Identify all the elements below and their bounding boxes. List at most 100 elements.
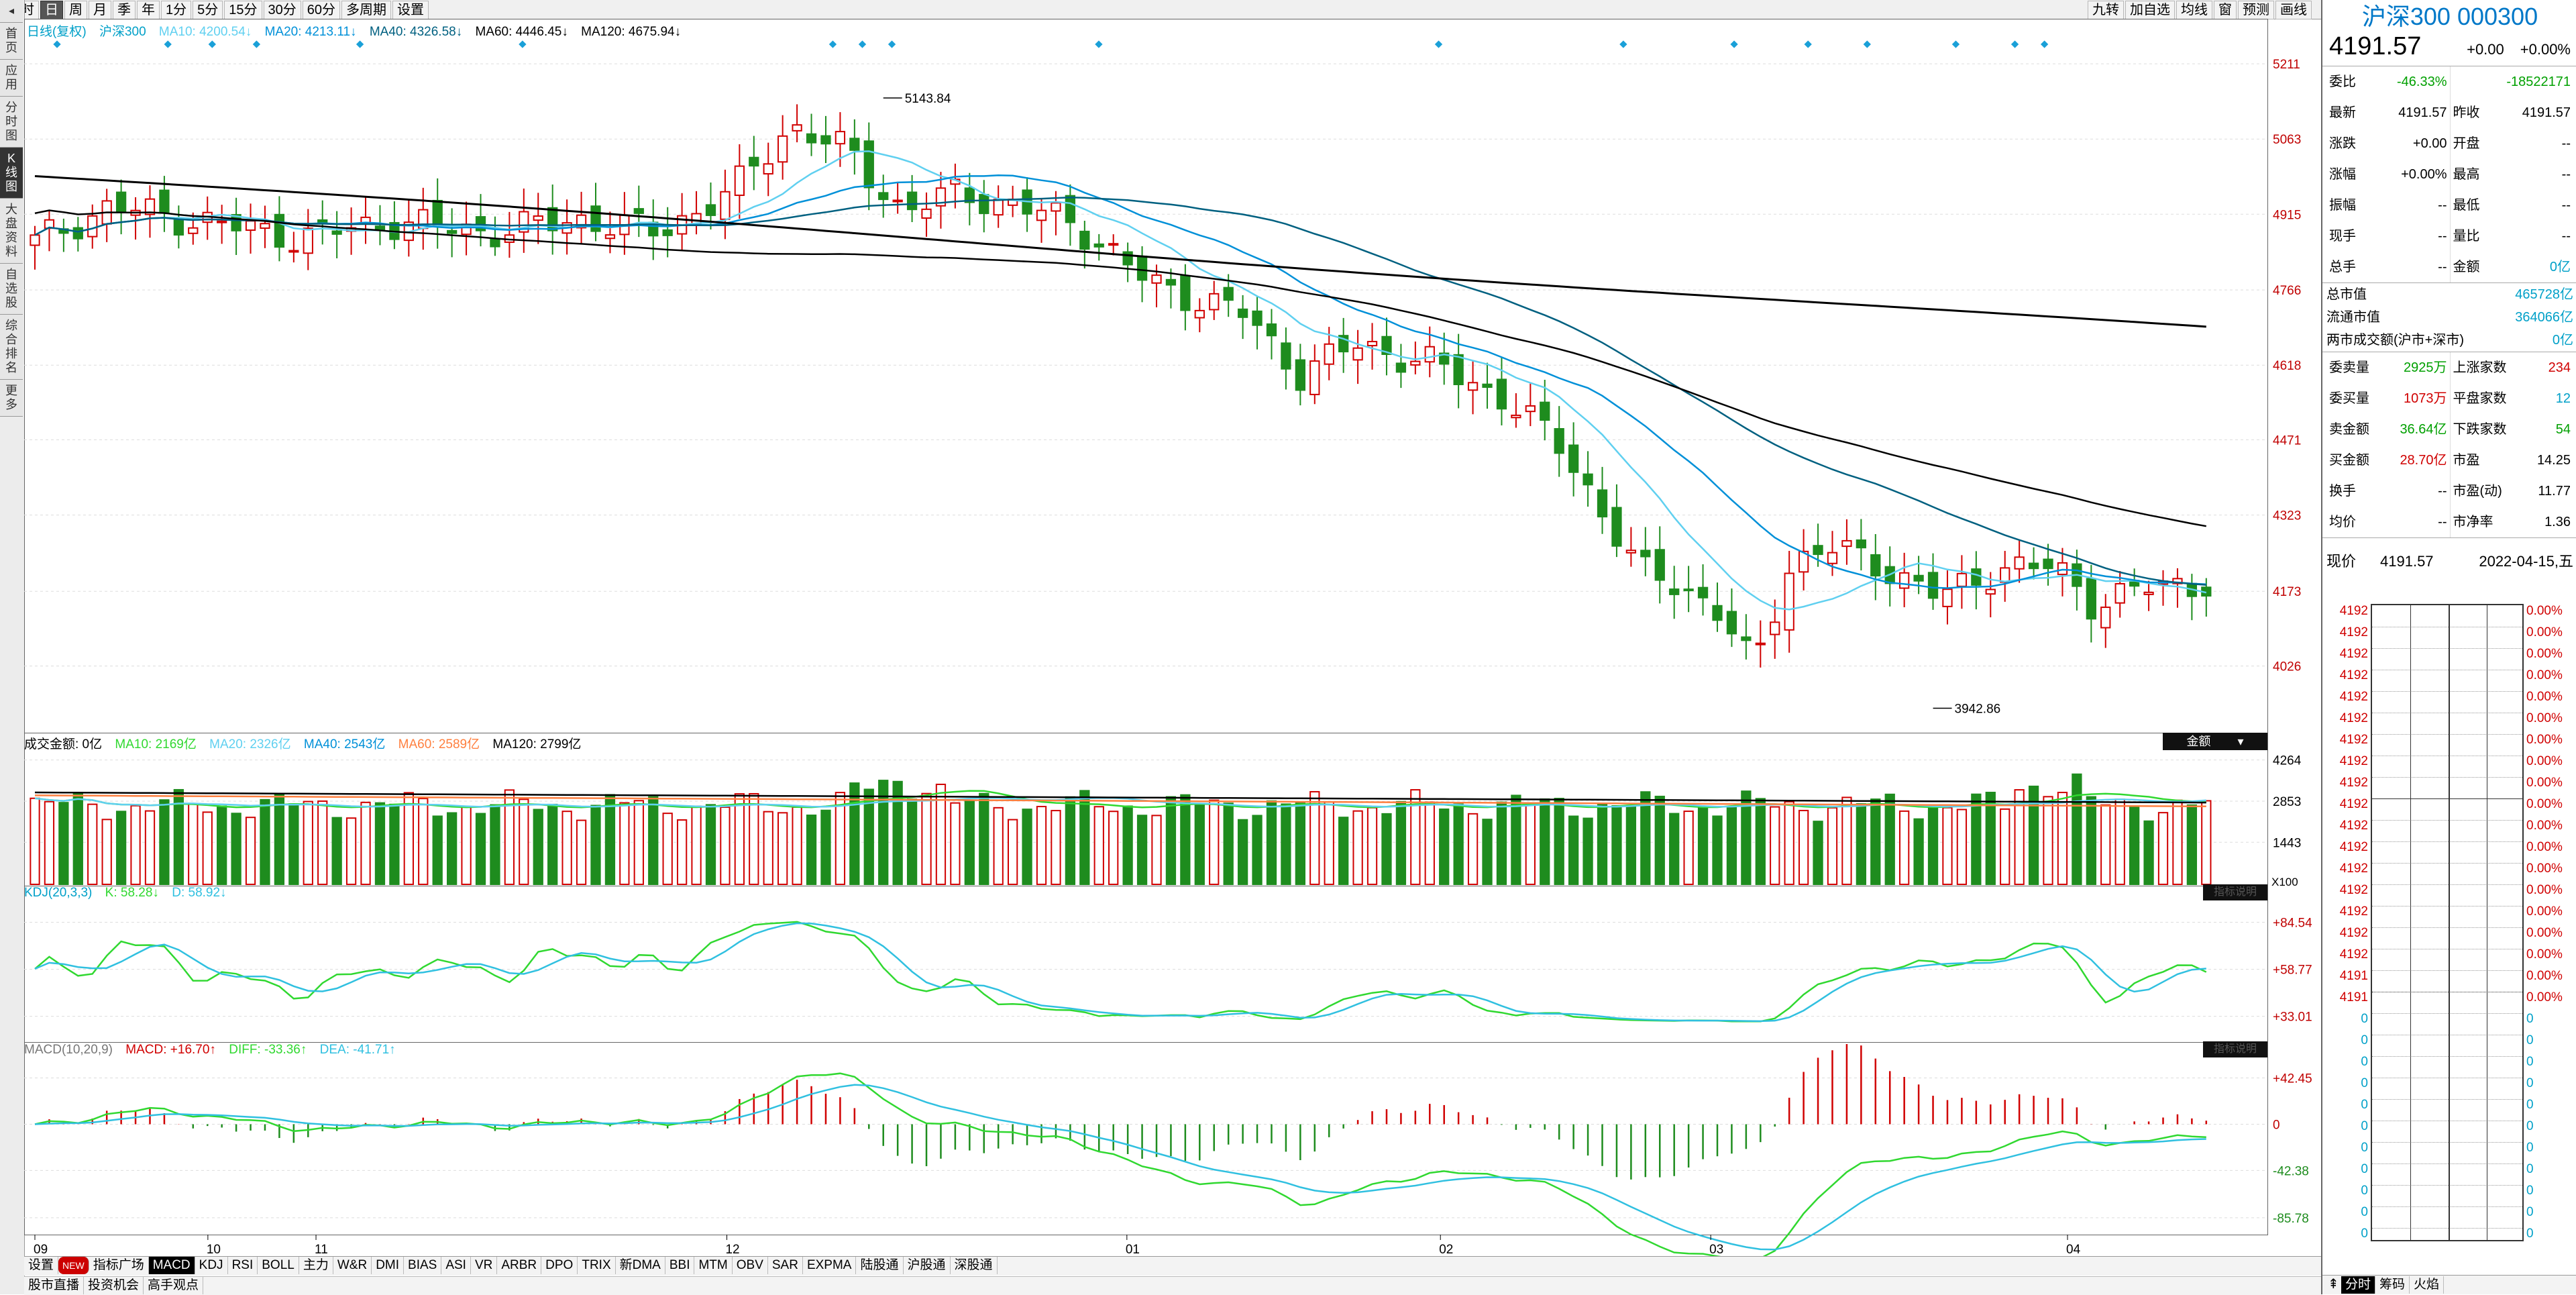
mini-right-label: 0 bbox=[2526, 1184, 2534, 1198]
volume-bar bbox=[504, 789, 515, 885]
indicator-tab-18[interactable]: MTM bbox=[694, 1257, 733, 1274]
status-tab-0[interactable]: 股市直播 bbox=[24, 1277, 85, 1294]
left-nav-item-7[interactable]: 更多 bbox=[0, 380, 23, 417]
side-tab-0[interactable]: 分时 bbox=[2341, 1276, 2376, 1294]
time-axis-label: 11 bbox=[315, 1243, 328, 1257]
volume-bar bbox=[2100, 804, 2111, 886]
candle-body bbox=[2100, 607, 2111, 629]
period-button-12[interactable]: 设置 bbox=[392, 1, 429, 19]
event-marker-icon[interactable] bbox=[2040, 40, 2049, 48]
indicator-tab-5[interactable]: RSI bbox=[228, 1257, 258, 1274]
left-nav-item-4[interactable]: 大盘资料 bbox=[0, 199, 23, 264]
indicator-tab-11[interactable]: ASI bbox=[441, 1257, 471, 1274]
event-marker-icon[interactable] bbox=[1951, 40, 1960, 48]
period-button-6[interactable]: 1分 bbox=[161, 1, 192, 19]
period-button-10[interactable]: 60分 bbox=[302, 1, 340, 19]
event-marker-icon[interactable] bbox=[1095, 40, 1103, 48]
side-tab-2[interactable]: 火焰 bbox=[2410, 1276, 2445, 1294]
period-button-9[interactable]: 30分 bbox=[263, 1, 301, 19]
quote-label: 市净率 bbox=[2453, 515, 2493, 529]
indicator-tab-2[interactable]: 指标广场 bbox=[89, 1257, 149, 1274]
macd-help-button[interactable]: 指标说明 bbox=[2203, 1041, 2267, 1057]
indicator-tab-12[interactable]: VR bbox=[471, 1257, 498, 1274]
tool-button-5[interactable]: 画线 bbox=[2275, 1, 2312, 19]
event-marker-icon[interactable] bbox=[858, 40, 867, 48]
event-marker-icon[interactable] bbox=[2010, 40, 2019, 48]
event-marker-icon[interactable] bbox=[828, 40, 837, 48]
period-button-11[interactable]: 多周期 bbox=[341, 1, 391, 19]
period-button-4[interactable]: 季 bbox=[113, 1, 136, 19]
volume-bar bbox=[1194, 804, 1205, 885]
tool-button-0[interactable]: 九转 bbox=[2088, 1, 2124, 19]
expand-arrow-icon[interactable]: ◂ bbox=[0, 0, 23, 23]
quote-value: +0.00 bbox=[2412, 136, 2447, 151]
indicator-tab-14[interactable]: DPO bbox=[541, 1257, 578, 1274]
indicator-tab-21[interactable]: EXPMA bbox=[803, 1257, 857, 1274]
side-tab-1[interactable]: 筹码 bbox=[2375, 1276, 2410, 1294]
period-button-8[interactable]: 15分 bbox=[224, 1, 262, 19]
period-button-1[interactable]: 日 bbox=[40, 1, 63, 19]
indicator-tab-23[interactable]: 沪股通 bbox=[904, 1257, 951, 1274]
indicator-tab-9[interactable]: DMI bbox=[372, 1257, 405, 1274]
volume-type-dropdown[interactable]: 金额 ▾ bbox=[2163, 733, 2267, 750]
event-marker-icon[interactable] bbox=[208, 40, 216, 48]
pin-icon[interactable]: ⇞ bbox=[2328, 1277, 2339, 1292]
kline-chart[interactable]: 5211 5063 4915 4766 4618 4471 4323 4173 4026 5143… bbox=[24, 19, 2321, 1268]
event-marker-icon[interactable] bbox=[1434, 40, 1443, 48]
status-tab-2[interactable]: 高手观点 bbox=[144, 1277, 204, 1294]
ma20-line bbox=[34, 174, 2206, 589]
left-nav-item-2[interactable]: 分时图 bbox=[0, 97, 23, 148]
event-marker-icon[interactable] bbox=[356, 40, 364, 48]
candle-body bbox=[1554, 428, 1564, 454]
indicator-tab-24[interactable]: 深股通 bbox=[951, 1257, 998, 1274]
status-tab-1[interactable]: 投资机会 bbox=[84, 1277, 144, 1294]
indicator-tab-17[interactable]: BBI bbox=[665, 1257, 695, 1274]
left-nav-item-5[interactable]: 自选股 bbox=[0, 264, 23, 315]
legend-ma10: MA10: 4200.54↓ bbox=[158, 25, 252, 39]
period-button-2[interactable]: 周 bbox=[64, 1, 87, 19]
volume-bar bbox=[892, 780, 903, 885]
event-marker-icon[interactable] bbox=[1730, 40, 1738, 48]
indicator-tab-22[interactable]: 陆股通 bbox=[856, 1257, 904, 1274]
mini-right-label: 0 bbox=[2526, 1227, 2534, 1241]
indicator-tab-20[interactable]: SAR bbox=[768, 1257, 803, 1274]
quote-label: 委比 bbox=[2329, 74, 2356, 89]
indicator-tab-3[interactable]: MACD bbox=[148, 1257, 195, 1274]
indicator-tab-6[interactable]: BOLL bbox=[258, 1257, 299, 1274]
tool-button-4[interactable]: 预测 bbox=[2238, 1, 2274, 19]
volume-bar bbox=[188, 802, 199, 885]
event-marker-icon[interactable] bbox=[53, 40, 61, 48]
left-nav-item-0[interactable]: 首页 bbox=[0, 23, 23, 60]
breadthRows-row: 均价 -- 市净率 1.36 bbox=[2322, 507, 2576, 537]
event-marker-icon[interactable] bbox=[1619, 40, 1627, 48]
indicator-tab-15[interactable]: TRIX bbox=[578, 1257, 616, 1274]
indicator-tab-8[interactable]: W&R bbox=[333, 1257, 372, 1274]
macd-value: MACD: +16.70↑ bbox=[125, 1043, 216, 1057]
tool-button-2[interactable]: 均线 bbox=[2176, 1, 2212, 19]
kdj-help-button[interactable]: 指标说明 bbox=[2203, 884, 2267, 900]
tool-button-3[interactable]: 窗 bbox=[2214, 1, 2237, 19]
event-marker-icon[interactable] bbox=[1863, 40, 1871, 48]
period-button-3[interactable]: 月 bbox=[89, 1, 111, 19]
period-button-7[interactable]: 5分 bbox=[193, 1, 223, 19]
indicator-tab-7[interactable]: 主力 bbox=[299, 1257, 333, 1274]
event-marker-icon[interactable] bbox=[888, 40, 896, 48]
left-nav-item-6[interactable]: 综合排名 bbox=[0, 315, 23, 380]
tool-button-1[interactable]: 加自选 bbox=[2125, 1, 2175, 19]
period-button-5[interactable]: 年 bbox=[137, 1, 160, 19]
indicator-tab-1[interactable]: NEW bbox=[58, 1257, 89, 1274]
indicator-tab-4[interactable]: KDJ bbox=[195, 1257, 228, 1274]
indicator-tab-10[interactable]: BIAS bbox=[404, 1257, 442, 1274]
quote-label: 下跌家数 bbox=[2453, 422, 2507, 437]
mini-hline bbox=[2372, 1228, 2522, 1229]
event-marker-icon[interactable] bbox=[519, 40, 527, 48]
event-marker-icon[interactable] bbox=[1804, 40, 1812, 48]
event-marker-icon[interactable] bbox=[164, 40, 172, 48]
indicator-tab-13[interactable]: ARBR bbox=[497, 1257, 542, 1274]
event-marker-icon[interactable] bbox=[252, 40, 261, 48]
indicator-tab-19[interactable]: OBV bbox=[733, 1257, 768, 1274]
indicator-tab-0[interactable]: 设置 bbox=[24, 1257, 59, 1274]
left-nav-item-1[interactable]: 应用 bbox=[0, 60, 23, 97]
indicator-tab-16[interactable]: 新DMA bbox=[616, 1257, 665, 1274]
